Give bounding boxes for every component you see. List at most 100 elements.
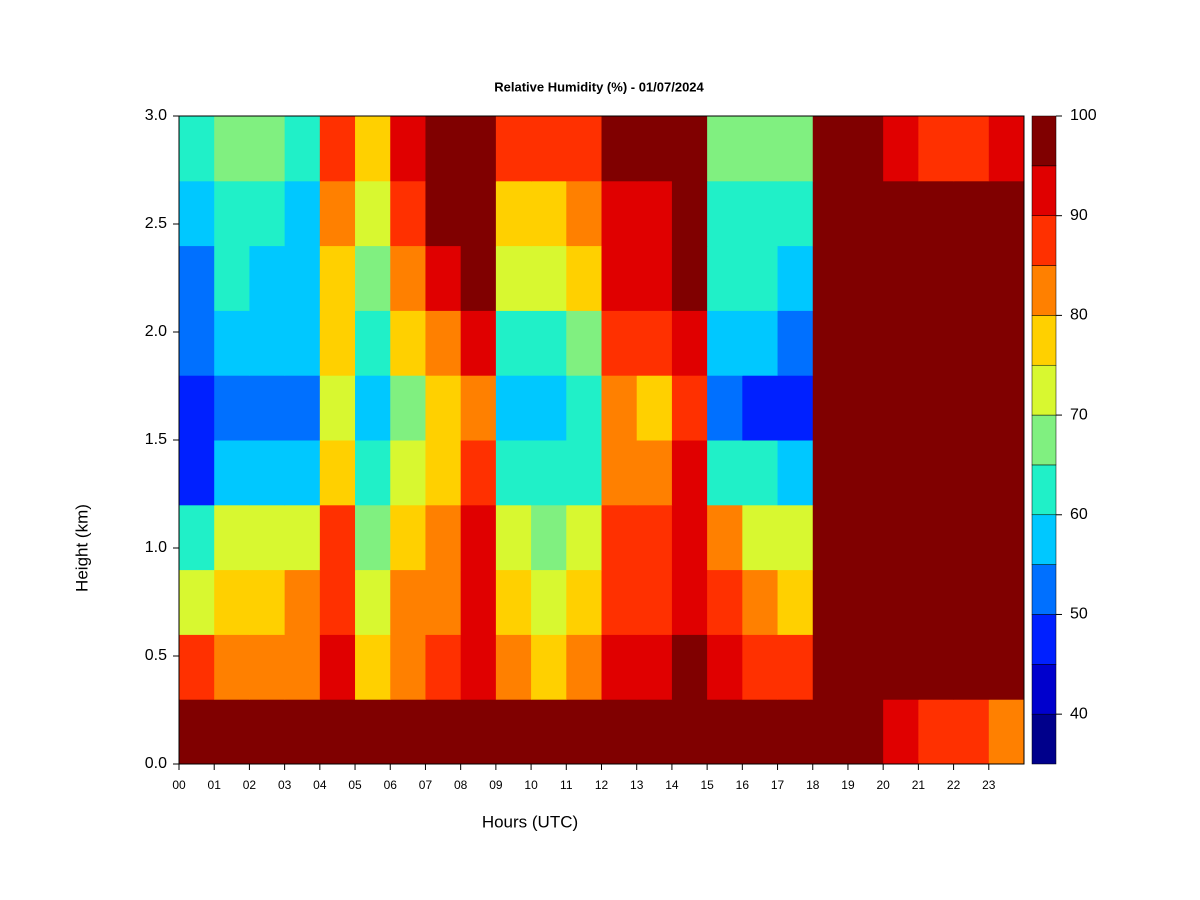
- x-tick-label: 17: [771, 778, 785, 792]
- heat-cell: [636, 180, 673, 247]
- heat-cell: [777, 116, 814, 182]
- heat-cell: [918, 180, 955, 247]
- heat-cell: [883, 116, 919, 182]
- heat-cell: [284, 180, 321, 247]
- heat-cell: [883, 569, 919, 635]
- heat-cell: [636, 375, 673, 441]
- colorbar-segment: [1031, 414, 1057, 466]
- heat-cell: [847, 699, 884, 765]
- x-tick-label: 18: [806, 778, 820, 792]
- heat-cell: [214, 116, 250, 182]
- heat-cell: [214, 245, 250, 311]
- heat-cell: [953, 634, 990, 700]
- heat-cell: [460, 310, 497, 376]
- heat-cell: [425, 180, 462, 247]
- colorbar-segment: [1031, 115, 1057, 167]
- heat-cell: [671, 310, 708, 376]
- colorbar-segment: [1031, 315, 1057, 366]
- heat-cell: [284, 116, 321, 182]
- heat-cell: [249, 569, 286, 635]
- heat-cell: [847, 116, 884, 182]
- heat-cell: [495, 116, 532, 182]
- heat-cell: [319, 699, 356, 765]
- x-tick-label: 13: [630, 778, 644, 792]
- heat-cell: [988, 634, 1025, 700]
- heat-cell: [355, 375, 391, 441]
- heat-cell: [531, 245, 567, 311]
- heat-cell: [847, 310, 884, 376]
- heat-cell: [988, 504, 1025, 571]
- heat-cell: [460, 245, 497, 311]
- heat-cell: [284, 569, 321, 635]
- heat-cell: [601, 245, 638, 311]
- heat-cell: [671, 569, 708, 635]
- heat-cell: [742, 440, 779, 506]
- heat-cell: [742, 634, 779, 700]
- colorbar-tick-label: 100: [1070, 107, 1097, 124]
- heat-cell: [918, 440, 955, 506]
- heat-cell: [390, 116, 426, 182]
- heat-cell: [390, 440, 426, 506]
- heat-cell: [460, 634, 497, 700]
- heat-cell: [566, 310, 602, 376]
- heat-cell: [284, 310, 321, 376]
- x-tick-label: 21: [912, 778, 926, 792]
- heat-cell: [777, 699, 814, 765]
- heat-cell: [707, 569, 743, 635]
- heat-cell: [531, 440, 567, 506]
- heat-cell: [355, 245, 391, 311]
- x-tick-label: 05: [348, 778, 362, 792]
- heat-cell: [214, 504, 250, 571]
- heat-cell: [355, 180, 391, 247]
- heat-cell: [601, 116, 638, 182]
- heat-cell: [777, 180, 814, 247]
- heat-cell: [319, 440, 356, 506]
- heat-cell: [777, 440, 814, 506]
- heat-cell: [460, 440, 497, 506]
- colorbar-segment: [1031, 165, 1057, 216]
- heat-cell: [742, 245, 779, 311]
- heat-cell: [707, 116, 743, 182]
- y-tick-label: 0.5: [145, 647, 167, 664]
- heat-cell: [390, 180, 426, 247]
- heat-cell: [883, 504, 919, 571]
- y-axis-label: Height (km): [72, 504, 91, 592]
- heat-cell: [953, 699, 990, 765]
- heat-cell: [636, 699, 673, 765]
- x-tick-label: 12: [595, 778, 609, 792]
- heat-cell: [390, 310, 426, 376]
- heat-cell: [214, 180, 250, 247]
- heat-cell: [179, 569, 215, 635]
- heat-cell: [495, 440, 532, 506]
- heat-cell: [707, 440, 743, 506]
- heat-cell: [249, 310, 286, 376]
- heat-cell: [249, 180, 286, 247]
- heat-cell: [988, 440, 1025, 506]
- heat-cell: [284, 440, 321, 506]
- heat-cell: [883, 440, 919, 506]
- x-tick-label: 16: [736, 778, 750, 792]
- heat-cell: [812, 245, 849, 311]
- heat-cell: [847, 440, 884, 506]
- heat-cell: [284, 634, 321, 700]
- heat-cell: [601, 375, 638, 441]
- heat-cell: [179, 375, 215, 441]
- colorbar-tick-label: 60: [1070, 506, 1088, 523]
- heat-cell: [883, 245, 919, 311]
- heat-cell: [742, 569, 779, 635]
- heat-cell: [566, 699, 602, 765]
- heat-cell: [566, 504, 602, 571]
- heat-cell: [847, 569, 884, 635]
- heat-cell: [355, 440, 391, 506]
- x-tick-label: 11: [560, 778, 573, 792]
- heat-cell: [671, 634, 708, 700]
- x-tick-label: 07: [419, 778, 433, 792]
- heat-cell: [988, 245, 1025, 311]
- heat-cell: [319, 569, 356, 635]
- y-tick-label: 1.5: [145, 431, 167, 448]
- heat-cell: [179, 116, 215, 182]
- colorbar-segment: [1031, 514, 1057, 565]
- heat-cell: [847, 504, 884, 571]
- x-axis-label: Hours (UTC): [482, 812, 578, 831]
